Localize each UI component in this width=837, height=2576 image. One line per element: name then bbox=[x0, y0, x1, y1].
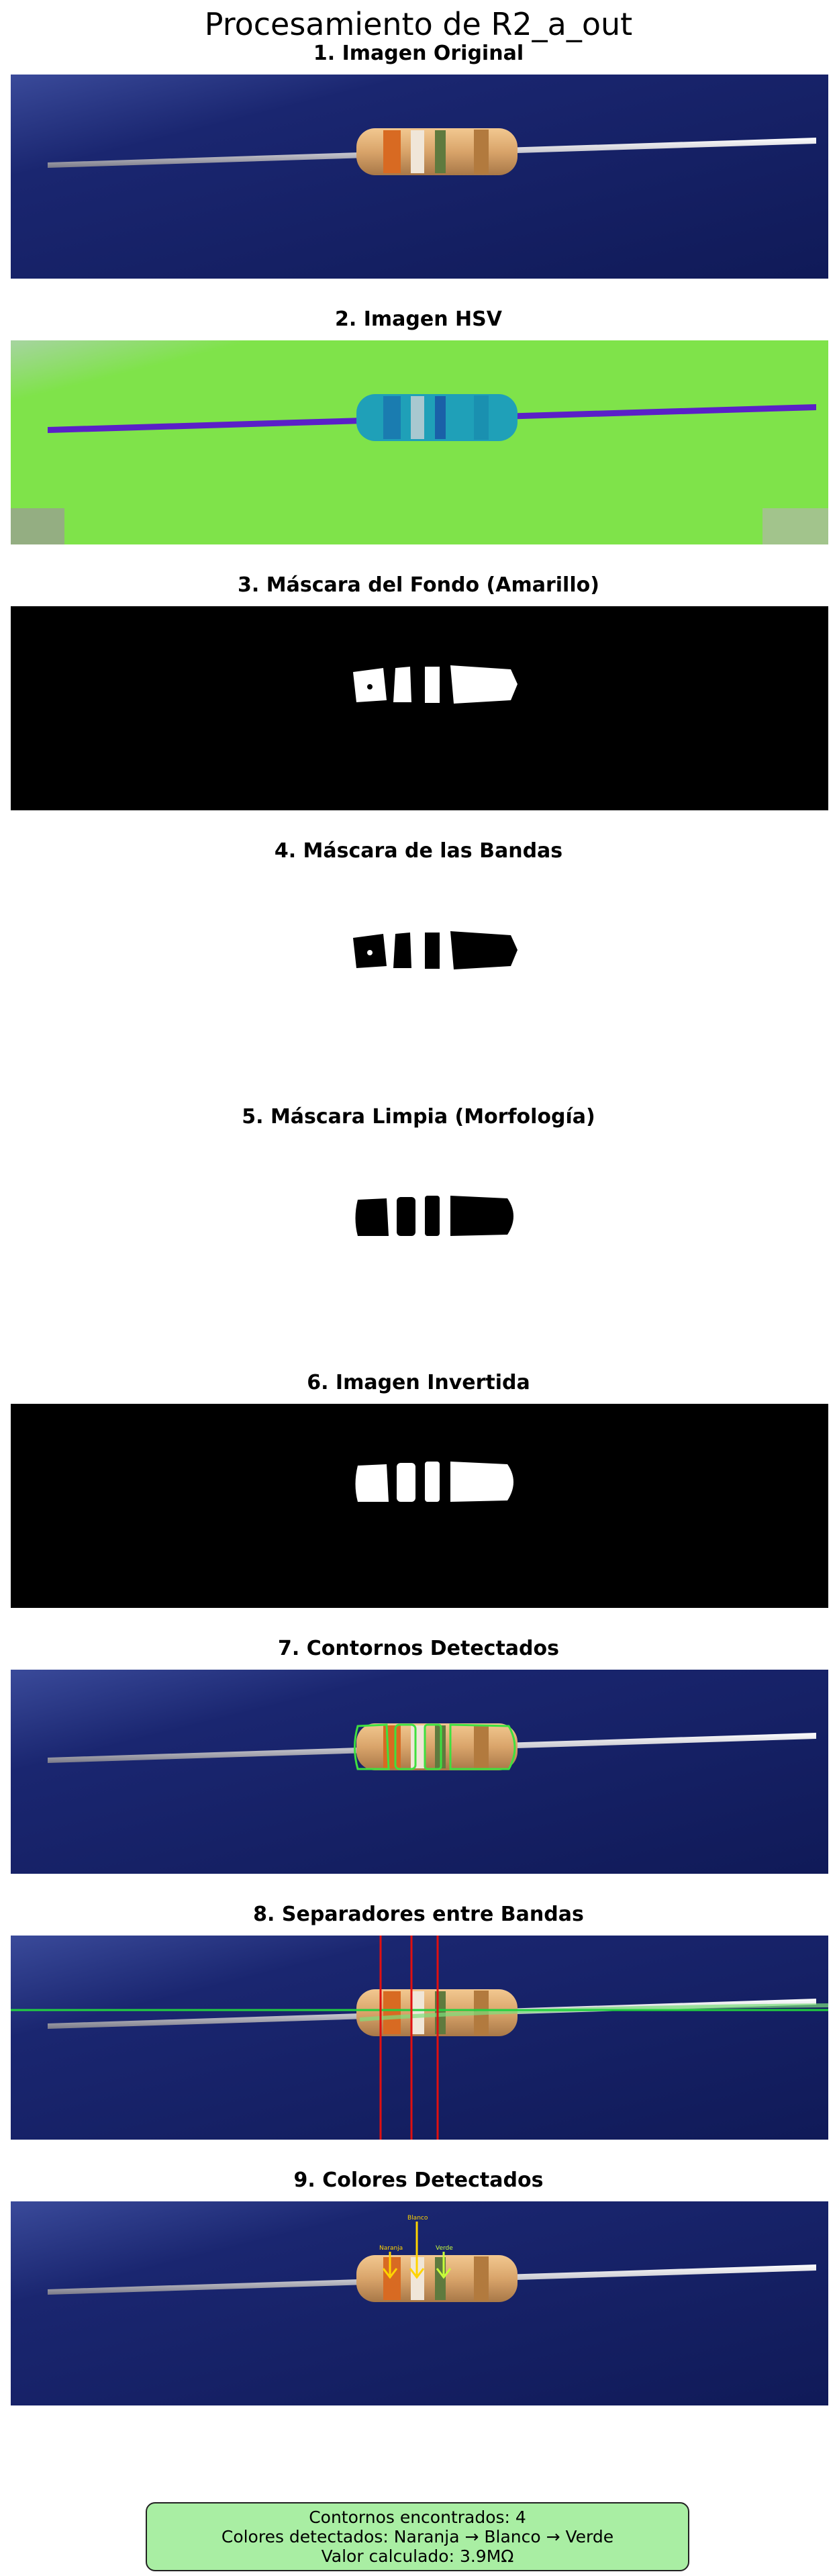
hsv-photo bbox=[11, 340, 828, 544]
bands-mask-image bbox=[11, 872, 828, 1076]
panel-title-8: 8. Separadores entre Bandas bbox=[253, 1903, 584, 1926]
panel-title-9: 9. Colores Detectados bbox=[293, 2168, 544, 2192]
panel-title-7: 7. Contornos Detectados bbox=[278, 1637, 559, 1660]
panel-title-3: 3. Máscara del Fondo (Amarillo) bbox=[238, 573, 599, 597]
resistor-photo bbox=[11, 75, 828, 279]
band-annotation-2: Blanco bbox=[407, 2215, 428, 2279]
clean-mask-image bbox=[11, 1138, 828, 1342]
band-separators bbox=[379, 1936, 439, 2140]
summary-contours: Contornos encontrados: 4 bbox=[309, 2508, 526, 2527]
panel-background-mask bbox=[11, 606, 828, 810]
panel-separators bbox=[11, 1936, 828, 2140]
summary-box: Contornos encontrados: 4 Colores detecta… bbox=[146, 2502, 689, 2571]
panel-title-2: 2. Imagen HSV bbox=[335, 307, 502, 331]
panel-title-6: 6. Imagen Invertida bbox=[307, 1371, 530, 1394]
band-label-3: Verde bbox=[436, 2245, 453, 2252]
band-annotation-1: Naranja bbox=[379, 2245, 403, 2279]
contours-image bbox=[11, 1670, 828, 1874]
summary-value: Valor calculado: 3.9MΩ bbox=[321, 2546, 514, 2566]
figure-title: Procesamiento de R2_a_out bbox=[204, 6, 633, 42]
background-mask-image bbox=[11, 606, 828, 810]
detected-colors-image: Naranja Blanco Verde bbox=[11, 2201, 828, 2405]
panel-detected-colors: Naranja Blanco Verde bbox=[11, 2201, 828, 2405]
panel-title-5: 5. Máscara Limpia (Morfología) bbox=[242, 1105, 595, 1129]
detected-contours bbox=[354, 1723, 516, 1770]
panel-title-1: 1. Imagen Original bbox=[313, 42, 524, 65]
panel-clean-mask bbox=[11, 1138, 828, 1342]
band-annotation-3: Verde bbox=[436, 2245, 453, 2279]
separators-image bbox=[11, 1936, 828, 2140]
panel-original-image bbox=[11, 75, 828, 279]
panel-title-4: 4. Máscara de las Bandas bbox=[274, 839, 563, 863]
panel-hsv-image bbox=[11, 340, 828, 544]
inverted-image bbox=[11, 1404, 828, 1608]
panel-contours bbox=[11, 1670, 828, 1874]
summary-colors: Colores detectados: Naranja → Blanco → V… bbox=[221, 2527, 614, 2546]
panel-bands-mask bbox=[11, 872, 828, 1076]
band-label-2: Blanco bbox=[407, 2215, 428, 2222]
band-label-1: Naranja bbox=[379, 2245, 403, 2252]
panel-inverted-image bbox=[11, 1404, 828, 1608]
